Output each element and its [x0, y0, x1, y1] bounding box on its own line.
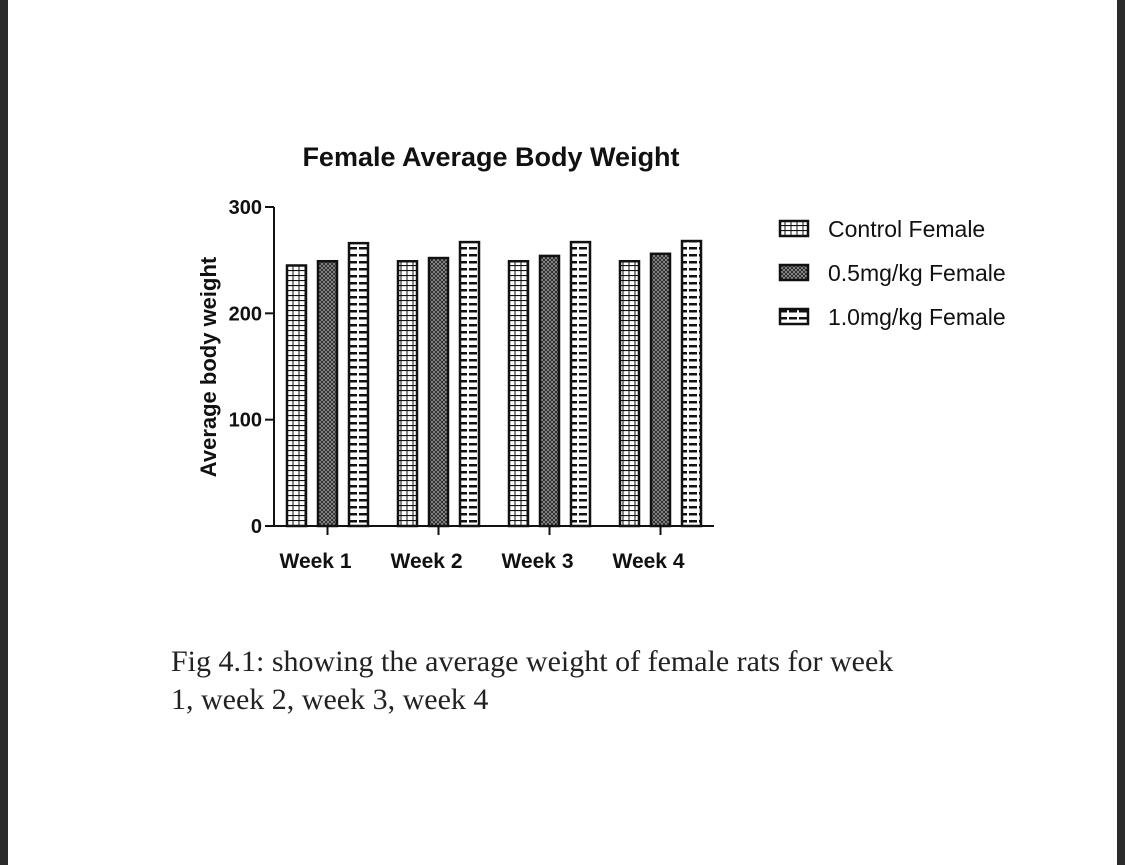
- x-tick-label-1: Week 1: [280, 550, 352, 573]
- legend-swatch-1: [778, 219, 810, 238]
- legend: Control Female 0.5mg/kg Female 1.0mg/kg Fe…: [778, 216, 1006, 330]
- bar-2-week-3: [538, 254, 561, 528]
- bar-group: [285, 239, 703, 528]
- chart-title: Female Average Body Weight: [302, 142, 679, 172]
- y-tick-label-100: 100: [229, 410, 262, 432]
- legend-label-3: 1.0mg/kg Female: [828, 304, 1006, 330]
- y-axis: 0 100 200 300: [229, 197, 275, 538]
- bar-3-week-2: [458, 240, 481, 528]
- legend-label-1: Control Female: [828, 216, 985, 242]
- bar-2-week-2: [427, 256, 450, 528]
- bar-chart: Female Average Body Weight Average body …: [196, 142, 1006, 573]
- bar-3-week-1: [347, 241, 370, 528]
- x-tick-label-4: Week 4: [613, 550, 685, 573]
- y-tick-label-200: 200: [229, 303, 262, 325]
- caption-line-1: Fig 4.1: showing the average weight of f…: [171, 645, 894, 678]
- bar-1-week-3: [507, 259, 530, 528]
- caption-line-2: 1, week 2, week 3, week 4: [171, 683, 489, 716]
- x-tick-label-3: Week 3: [502, 550, 574, 573]
- bar-2-week-1: [316, 259, 339, 528]
- bar-3-week-3: [569, 240, 592, 528]
- document-page: Female Average Body Weight Average body …: [8, 0, 1117, 865]
- x-axis: Week 1 Week 2 Week 3 Week 4: [274, 525, 714, 573]
- bar-1-week-4: [618, 259, 641, 528]
- bar-1-week-2: [396, 259, 419, 528]
- y-tick-label-0: 0: [251, 516, 262, 538]
- x-tick-label-2: Week 2: [391, 550, 463, 573]
- legend-swatch-2: [778, 263, 810, 282]
- bar-1-week-1: [285, 264, 308, 528]
- y-axis-label: Average body weight: [196, 256, 221, 477]
- y-tick-label-300: 300: [229, 197, 262, 219]
- legend-label-2: 0.5mg/kg Female: [828, 260, 1006, 286]
- bar-2-week-4: [649, 252, 672, 528]
- legend-swatch-3: [778, 307, 810, 326]
- bar-3-week-4: [680, 239, 703, 528]
- figure-caption: Fig 4.1: showing the average weight of f…: [171, 643, 991, 719]
